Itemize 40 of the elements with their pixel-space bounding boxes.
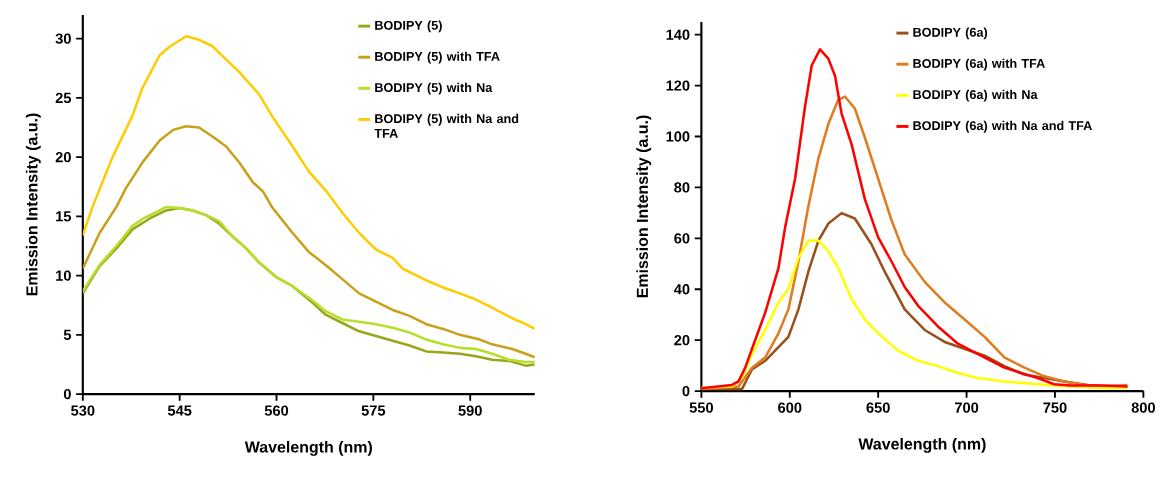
x-tick-label: 545 [167,405,192,416]
y-tick-label: 30 [55,33,71,44]
y-tick-label: 5 [63,329,72,341]
x-tick-label: 800 [1131,402,1155,413]
legend-label: BODIPY (6a) with Na [913,89,1038,102]
x-tick-label: 590 [458,405,482,416]
legend-label: BODIPY (6a) [913,27,988,40]
legend-label: BODIPY (5) with Na and TFA [374,113,519,138]
line-series [82,125,535,359]
x-tick-label: 530 [71,405,95,416]
legend-label: BODIPY (5) with Na [375,82,493,95]
y-tick-label: 40 [673,284,690,295]
x-tick-label: 550 [689,402,713,413]
y-tick-label: 10 [56,270,71,281]
x-tick-label: 575 [361,405,386,416]
legend-label: BODIPY (5) with TFA [375,51,500,64]
y-tick-label: 20 [55,152,71,163]
y-tick-label: 20 [674,335,690,346]
x-tick-label: 650 [866,402,890,413]
x-tick-label: 750 [1043,402,1067,413]
legend-label: BODIPY (6a) with TFA [913,58,1045,71]
y-tick-label: 25 [55,92,72,104]
y-tick-label: 100 [666,131,690,142]
x-tick-label: 700 [954,402,979,413]
y-tick-label: 140 [666,29,690,40]
y-tick-label: 80 [674,182,690,193]
y-tick-label: 15 [56,211,72,222]
legend-label: BODIPY (5) [375,20,442,33]
x-axis-title: Wavelength (nm) [244,440,372,456]
y-tick-label: 0 [682,385,690,397]
x-tick-label: 600 [778,402,802,413]
x-tick-label: 560 [264,405,289,416]
y-tick-label: 0 [63,388,71,400]
line-series [82,35,535,331]
y-axis-title: Emission Intensity (a.u.) [25,113,41,296]
x-axis-title: Wavelength (nm) [858,437,986,453]
legend-label: BODIPY (6a) with Na and TFA [913,120,1092,133]
y-axis-title: Emission Intensity (a.u.) [636,115,652,298]
y-tick-label: 60 [674,233,690,244]
y-tick-label: 120 [666,80,690,91]
